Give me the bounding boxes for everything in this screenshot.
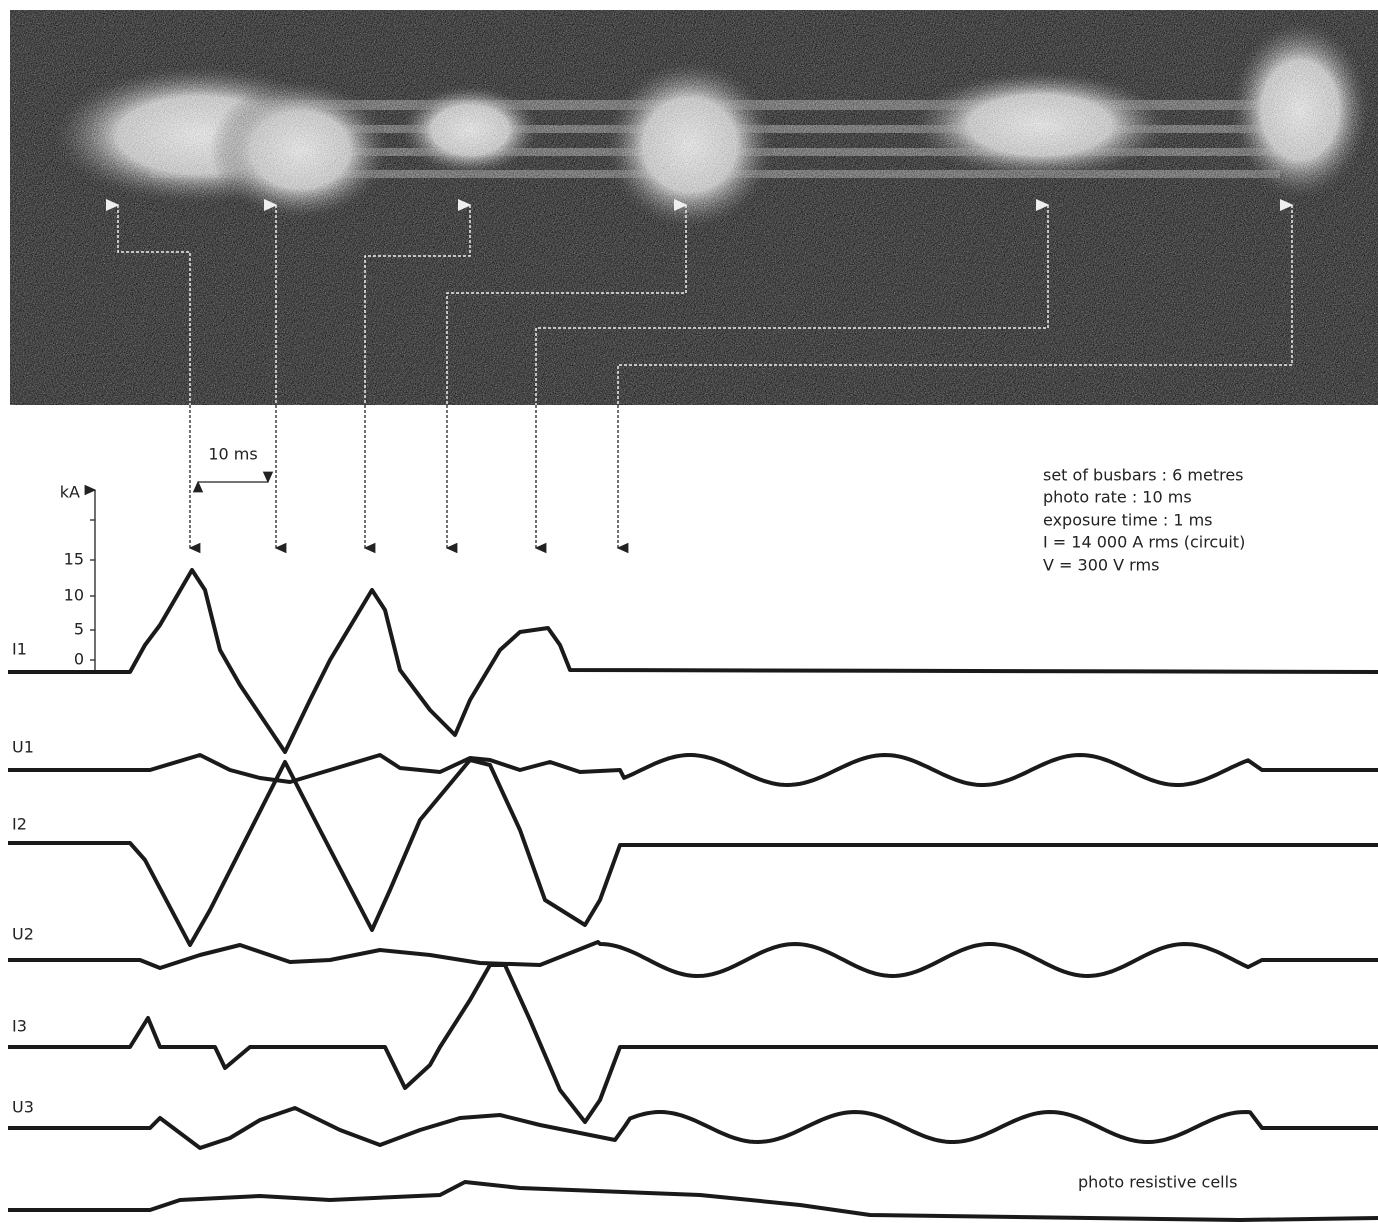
note: set of busbars : 6 metres — [1043, 466, 1244, 485]
note: I = 14 000 A rms (circuit) — [1043, 533, 1245, 552]
trace-u2 — [8, 940, 1378, 978]
sensor-label: photo resistive cells — [1078, 1173, 1237, 1192]
trace-label: I3 — [12, 1017, 27, 1036]
trace-cells — [8, 1180, 1378, 1222]
trace-label: I2 — [12, 815, 27, 834]
trace-i2 — [8, 758, 1378, 947]
notes: set of busbars : 6 metres photo rate : 1… — [1043, 466, 1245, 575]
photo — [10, 10, 1378, 405]
note: photo rate : 10 ms — [1043, 488, 1192, 507]
interval-label: 10 ms — [208, 445, 257, 464]
trace-i1 — [8, 568, 1378, 754]
traces — [8, 568, 1378, 1222]
trace-u1 — [8, 753, 1378, 787]
trace-label: U3 — [12, 1098, 34, 1117]
photo-arrows — [106, 199, 1294, 405]
trace-label: I1 — [12, 640, 27, 659]
axis — [84, 484, 97, 672]
trace-i3 — [8, 963, 1378, 1124]
time-arrows — [188, 405, 629, 554]
note: V = 300 V rms — [1043, 556, 1159, 575]
axis-tick: 5 — [74, 620, 84, 639]
axis-unit: kA — [60, 483, 80, 502]
trace-label: U1 — [12, 738, 34, 757]
note: exposure time : 1 ms — [1043, 511, 1213, 530]
axis-tick: 0 — [74, 650, 84, 669]
axis-tick: 10 — [64, 586, 84, 605]
trace-u3 — [8, 1106, 1378, 1150]
axis-tick: 15 — [64, 550, 84, 569]
trace-label: U2 — [12, 925, 34, 944]
